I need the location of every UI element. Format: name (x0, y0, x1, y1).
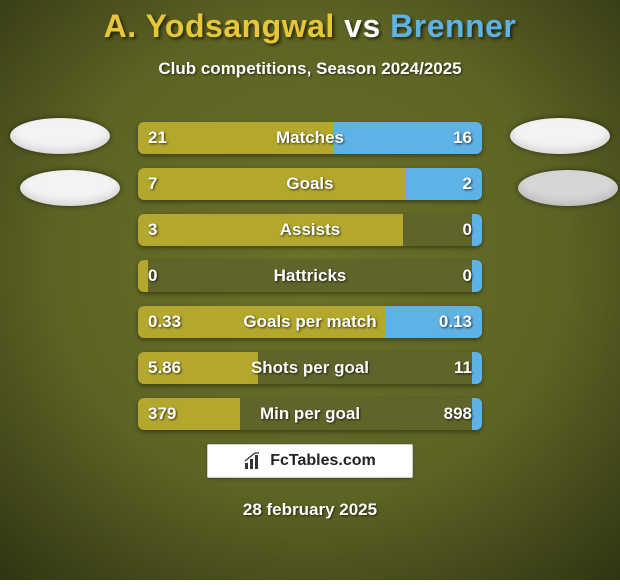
title-player-left: A. Yodsangwal (104, 8, 335, 44)
title-player-right: Brenner (390, 8, 516, 44)
subtitle: Club competitions, Season 2024/2025 (0, 59, 620, 79)
avatar-left-player (10, 118, 110, 154)
stat-bar-left (138, 306, 385, 338)
stat-value-right: 0 (463, 260, 472, 292)
page-title: A. Yodsangwal vs Brenner (0, 0, 620, 45)
avatar-right-club (518, 170, 618, 206)
stat-bar-right (333, 122, 482, 154)
stat-bar-left (138, 352, 258, 384)
stat-value-left: 0 (148, 260, 157, 292)
watermark-text: FcTables.com (270, 452, 376, 470)
stat-bar-left (138, 398, 240, 430)
stat-row: Goals72 (138, 168, 482, 200)
stat-value-right: 898 (444, 398, 472, 430)
stat-bar-right (472, 352, 482, 384)
stat-row: Hattricks0 0 (138, 260, 482, 292)
stat-row: Matches2116 (138, 122, 482, 154)
stat-row: Min per goal379898 (138, 398, 482, 430)
page-content: A. Yodsangwal vs Brenner Club competitio… (0, 0, 620, 580)
stat-value-right: 0 (463, 214, 472, 246)
stat-bar-left (138, 214, 403, 246)
avatar-right-player (510, 118, 610, 154)
stat-row: Goals per match0.330.13 (138, 306, 482, 338)
stat-bar-left (138, 168, 406, 200)
comparison-bars: Matches2116Goals72Assists30Hattricks00Go… (138, 122, 482, 444)
stat-bar-left (138, 260, 148, 292)
footer-date: 28 february 2025 (0, 500, 620, 520)
stat-bar-right (385, 306, 482, 338)
title-vs: vs (344, 8, 381, 44)
chart-bars-icon (244, 452, 264, 470)
stat-bar-right (472, 214, 482, 246)
stat-bar-left (138, 122, 333, 154)
stat-bar-right (472, 398, 482, 430)
avatar-left-club (20, 170, 120, 206)
stat-bar-right (406, 168, 482, 200)
stat-value-right: 11 (454, 352, 472, 384)
stat-label: Hattricks (138, 260, 482, 292)
stat-row: Assists30 (138, 214, 482, 246)
stat-bar-right (472, 260, 482, 292)
watermark: FcTables.com (207, 444, 413, 478)
stat-row: Shots per goal5.8611 (138, 352, 482, 384)
